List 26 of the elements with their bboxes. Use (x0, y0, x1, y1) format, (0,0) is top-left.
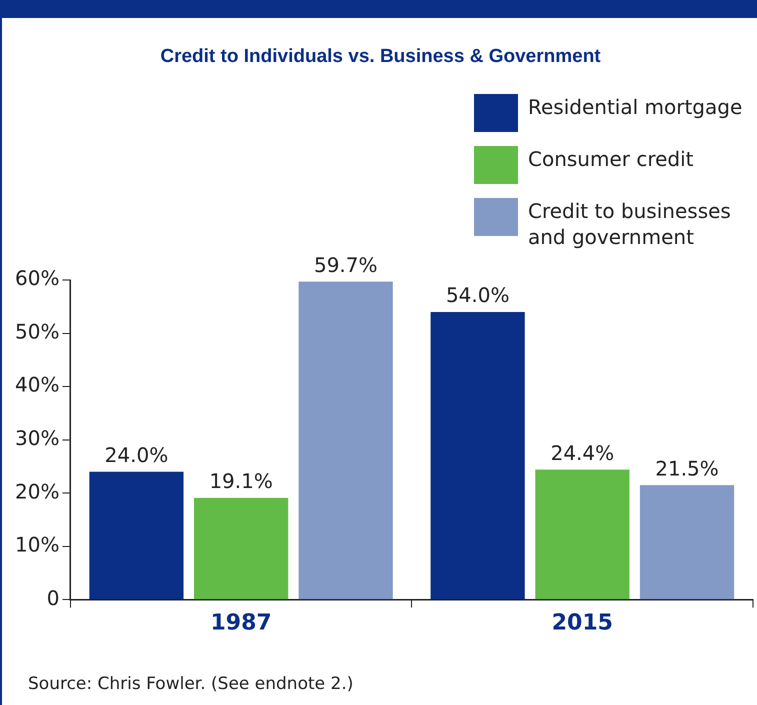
bar (89, 472, 184, 600)
bar (430, 312, 525, 600)
legend-label: Credit to businesses and government (528, 198, 732, 250)
bar (640, 485, 734, 600)
y-tick-label: 30% (15, 426, 60, 450)
legend-label: Residential mortgage (528, 94, 744, 120)
y-tick-label: 0 (46, 586, 60, 610)
bar (194, 498, 288, 600)
x-tick-label: 2015 (552, 610, 613, 636)
data-label: 59.7% (314, 252, 378, 277)
y-tick-label: 60% (15, 266, 60, 290)
y-tick-label: 40% (15, 372, 60, 397)
data-label: 54.0% (446, 283, 510, 308)
bar (298, 282, 393, 600)
legend-label: Consumer credit (528, 146, 695, 172)
y-tick-label: 10% (15, 532, 60, 557)
chart-title: Credit to Individuals vs. Business & Government (159, 46, 602, 68)
x-tick-label: 1987 (210, 610, 272, 636)
data-label: 24.4% (550, 440, 614, 465)
source-note: Source: Chris Fowler. (See endnote 2.) (28, 674, 354, 694)
bar (535, 470, 630, 600)
y-tick-label: 50% (15, 319, 60, 344)
data-label: 24.0% (104, 442, 168, 467)
y-tick-label: 20% (15, 479, 60, 504)
data-label: 19.1% (209, 469, 273, 494)
data-label: 21.5% (655, 456, 719, 480)
